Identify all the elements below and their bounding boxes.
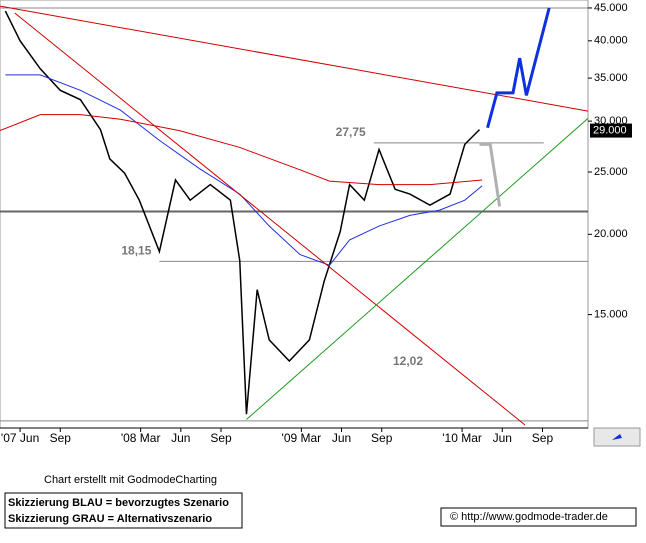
credit: Chart erstellt mit GodmodeCharting — [44, 474, 217, 486]
y-tick-label: 40.000 — [594, 35, 628, 47]
x-tick-label: Sep — [532, 431, 554, 445]
price-line — [479, 142, 502, 207]
level-label: 27,75 — [336, 125, 366, 139]
x-tick-label: '10 Mar — [442, 431, 482, 445]
price-line — [5, 74, 483, 266]
y-tick-label: 25.000 — [594, 166, 628, 178]
x-tick-label: Sep — [371, 431, 393, 445]
plot-frame — [0, 0, 589, 429]
last-price-box — [590, 123, 632, 138]
price-line — [246, 117, 589, 420]
x-tick-label: Jun — [171, 431, 190, 445]
x-tick-label: Jun — [332, 431, 351, 445]
legend-text: Skizzierung BLAU = bevorzugtes Szenario — [8, 497, 229, 509]
y-tick-label: 20.000 — [594, 228, 628, 240]
price-line — [14, 12, 526, 426]
icon-glyph — [612, 434, 622, 440]
y-tick-label: 45.000 — [594, 2, 628, 14]
legend-text: Skizzierung GRAU = Alternativszenario — [8, 513, 212, 525]
price-line — [486, 7, 551, 129]
copyright: © http://www.godmode-trader.de — [450, 511, 608, 523]
price-line — [4, 10, 481, 415]
note-label: 12,02 — [393, 354, 423, 368]
x-tick-label: Jun — [493, 431, 512, 445]
y-tick-label: 15.000 — [594, 309, 628, 321]
price-line — [0, 5, 589, 112]
legend-box — [4, 492, 243, 529]
x-tick-label: '07 Jun — [1, 431, 39, 445]
last-price-label: 29.000 — [593, 124, 627, 136]
copyright-box — [440, 507, 637, 527]
x-tick-label: '09 Mar — [282, 431, 322, 445]
x-tick-label: Sep — [210, 431, 232, 445]
x-tick-label: '08 Mar — [121, 431, 161, 445]
y-tick-label: 35.000 — [594, 72, 628, 84]
price-line — [0, 114, 483, 186]
level-label: 18,15 — [121, 244, 151, 258]
x-tick-label: Sep — [50, 431, 72, 445]
